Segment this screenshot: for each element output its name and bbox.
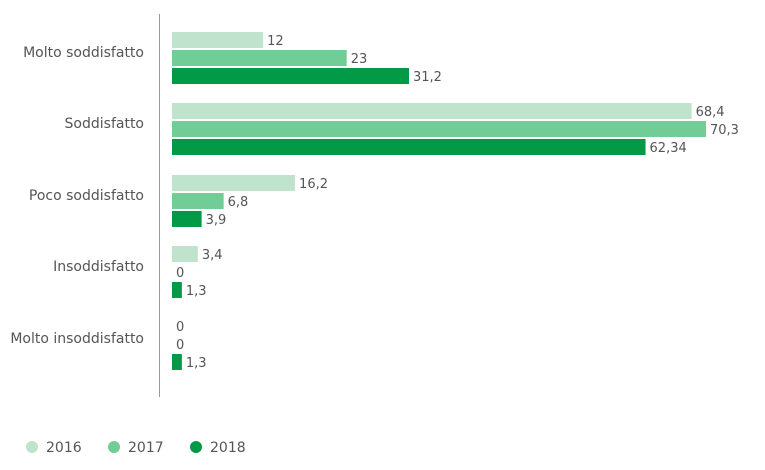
data-label: 0 bbox=[176, 338, 184, 353]
category-labels: Molto soddisfatto Soddisfatto Poco soddisf… bbox=[10, 45, 144, 347]
category-label: Soddisfatto bbox=[65, 116, 144, 132]
data-label: 70,3 bbox=[710, 123, 739, 138]
category-label: Molto soddisfatto bbox=[23, 45, 144, 61]
data-label: 16,2 bbox=[299, 177, 328, 192]
bars bbox=[172, 32, 706, 370]
data-label: 12 bbox=[267, 34, 284, 49]
bar-2018 bbox=[172, 68, 409, 84]
bar-2016 bbox=[172, 32, 264, 48]
data-label: 68,4 bbox=[696, 105, 725, 120]
legend-label: 2018 bbox=[210, 440, 246, 456]
bar-2016 bbox=[172, 246, 198, 262]
data-label: 3,4 bbox=[202, 248, 223, 263]
category-label: Molto insoddisfatto bbox=[10, 331, 144, 347]
data-label: 6,8 bbox=[228, 195, 249, 210]
data-label: 23 bbox=[351, 52, 368, 67]
legend-label: 2017 bbox=[128, 440, 164, 456]
data-label: 1,3 bbox=[186, 356, 207, 371]
bar-2017 bbox=[172, 50, 347, 66]
bar-2018 bbox=[172, 282, 182, 298]
data-label: 0 bbox=[176, 320, 184, 335]
legend-marker-2016 bbox=[26, 441, 38, 453]
bar-2016 bbox=[172, 175, 296, 191]
bar-2016 bbox=[172, 103, 692, 119]
bar-2018 bbox=[172, 211, 202, 227]
bar-2018 bbox=[172, 354, 182, 370]
bar-2017 bbox=[172, 121, 706, 137]
bar-2018 bbox=[172, 139, 646, 155]
legend: 2016 2017 2018 bbox=[26, 440, 246, 456]
data-label: 31,2 bbox=[413, 70, 442, 85]
data-label: 0 bbox=[176, 266, 184, 281]
bar-2017 bbox=[172, 193, 224, 209]
category-label: Insoddisfatto bbox=[53, 259, 144, 275]
data-label: 1,3 bbox=[186, 284, 207, 299]
value-labels: 122331,268,470,362,3416,26,83,93,401,300… bbox=[176, 34, 739, 371]
legend-label: 2016 bbox=[46, 440, 82, 456]
category-label: Poco soddisfatto bbox=[29, 188, 144, 204]
legend-marker-2017 bbox=[108, 441, 120, 453]
data-label: 3,9 bbox=[206, 213, 227, 228]
legend-marker-2018 bbox=[190, 441, 202, 453]
data-label: 62,34 bbox=[650, 141, 687, 156]
